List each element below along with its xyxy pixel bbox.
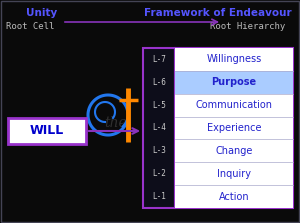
Bar (175, 117, 293, 139)
Text: L-3: L-3 (152, 146, 166, 155)
Text: L-5: L-5 (152, 101, 166, 110)
Text: Root Hierarchy: Root Hierarchy (210, 22, 286, 31)
Bar (143, 48, 175, 208)
Text: WILL: WILL (30, 124, 64, 138)
Text: Framework of Endeavour: Framework of Endeavour (144, 8, 292, 18)
Bar (175, 48, 293, 71)
Text: L-7: L-7 (152, 55, 166, 64)
Text: Experience: Experience (207, 123, 261, 133)
Bar (175, 48, 293, 208)
Text: L-2: L-2 (152, 169, 166, 178)
Bar (175, 71, 293, 94)
Text: Action: Action (219, 192, 249, 202)
Text: Communication: Communication (196, 100, 272, 110)
Text: Change: Change (215, 146, 253, 156)
Text: L-6: L-6 (152, 78, 166, 87)
Text: Willingness: Willingness (206, 54, 262, 64)
Bar (175, 94, 293, 117)
Bar (8, 118, 86, 144)
Bar (175, 162, 293, 185)
Text: Purpose: Purpose (212, 77, 256, 87)
Text: the: the (105, 116, 128, 130)
Text: Root Cell: Root Cell (6, 22, 54, 31)
Text: Inquiry: Inquiry (217, 169, 251, 179)
Text: Unity: Unity (26, 8, 58, 18)
Bar (175, 139, 293, 162)
Text: L-4: L-4 (152, 124, 166, 132)
Text: L-1: L-1 (152, 192, 166, 201)
Bar (175, 185, 293, 208)
